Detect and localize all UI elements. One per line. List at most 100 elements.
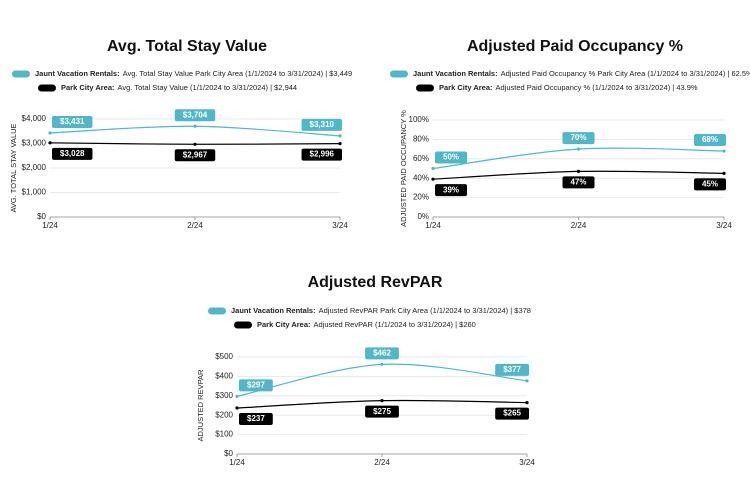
value-label-box (365, 347, 399, 360)
chart-title: Adjusted RevPAR (308, 274, 443, 291)
value-label-box (239, 379, 273, 392)
legend-swatch (208, 307, 226, 315)
value-label: $462 (373, 348, 391, 357)
data-point (722, 171, 726, 175)
y-tick-label: $1,000 (22, 188, 47, 197)
data-point (431, 166, 435, 171)
data-point (235, 406, 239, 410)
x-tick-label: 3/24 (716, 221, 732, 230)
data-point (576, 169, 581, 174)
legend-text: Adjusted Paid Occupancy % (1/1/2024 to 3… (496, 83, 698, 92)
legend-name: Jaunt Vacation Rentals: (413, 69, 498, 78)
legend-text: Adjusted RevPAR Park City Area (1/1/2024… (319, 306, 531, 315)
y-tick-label: 100% (409, 115, 429, 124)
y-axis-label: ADJUSTED REVPAR (196, 369, 205, 442)
legend-swatch (390, 70, 408, 78)
data-point (431, 177, 435, 181)
value-label: $3,028 (60, 149, 85, 158)
value-label-box (693, 178, 726, 191)
x-tick-label: 3/24 (519, 458, 535, 467)
chart-title: Avg. Total Stay Value (107, 38, 267, 55)
data-point (235, 394, 239, 398)
value-label-box (365, 405, 399, 418)
data-point (48, 131, 52, 135)
value-label-box (562, 132, 595, 145)
legend-name: Jaunt Vacation Rentals: (35, 69, 120, 78)
value-label-box (693, 134, 726, 147)
y-tick-label: $4,000 (22, 114, 47, 123)
value-label: 70% (570, 133, 586, 142)
value-label-box (52, 147, 93, 160)
value-label: 47% (570, 178, 586, 187)
x-tick-label: 2/24 (571, 221, 587, 230)
legend-entry: Jaunt Vacation Rentals: Avg. Total Stay V… (35, 69, 352, 78)
legend-name: Park City Area: (439, 83, 493, 92)
legend-entry: Jaunt Vacation Rentals: Adjusted Paid Occ… (413, 69, 750, 78)
y-tick-label: $200 (215, 410, 233, 419)
data-point (525, 379, 529, 383)
legend-name: Park City Area: (257, 320, 311, 329)
y-tick-label: $400 (215, 372, 233, 381)
y-axis-label: ADJUSTED PAID OCCUPANCY % (399, 110, 408, 227)
x-tick-label: 3/24 (332, 221, 348, 230)
legend-entry: Park City Area: Adjusted Paid Occupancy %… (439, 83, 698, 92)
chart: Adjusted Paid Occupancy % Jaunt Vacation … (390, 38, 750, 230)
data-point (338, 141, 342, 146)
legend-swatch (234, 321, 252, 329)
legend-name: Jaunt Vacation Rentals: (231, 306, 316, 315)
data-point (193, 124, 197, 128)
value-label: $377 (503, 365, 521, 374)
value-label: $3,310 (310, 120, 335, 129)
value-label: $275 (373, 407, 391, 416)
x-tick-label: 1/24 (42, 221, 58, 230)
value-label-box (495, 407, 529, 420)
y-tick-label: 40% (413, 173, 429, 182)
value-label-box (301, 118, 342, 131)
y-tick-label: $0 (37, 212, 46, 221)
legend-swatch (416, 84, 434, 92)
data-point (380, 362, 384, 366)
y-tick-label: $3,000 (22, 139, 47, 148)
legend-entry: Park City Area: Adjusted RevPAR (1/1/2024… (257, 320, 476, 329)
data-point (338, 134, 342, 138)
legend-swatch (12, 70, 30, 78)
legend-entry: Park City Area: Avg. Total Stay Value (1/… (61, 83, 297, 92)
y-tick-label: 20% (413, 193, 429, 202)
data-point (48, 141, 52, 145)
series-line (432, 147, 725, 170)
y-tick-label: $100 (215, 430, 233, 439)
value-label-box (174, 149, 216, 162)
x-tick-label: 2/24 (374, 458, 390, 467)
value-label-box (435, 151, 468, 164)
legend-text: Avg. Total Stay Value Park City Area (1/… (123, 69, 353, 78)
data-point (525, 400, 529, 405)
value-label-box (435, 184, 468, 197)
value-label-box (495, 363, 529, 376)
x-tick-label: 1/24 (425, 221, 441, 230)
legend-text: Avg. Total Stay Value (1/1/2024 to 3/31/… (118, 83, 298, 92)
value-label-box (174, 109, 216, 122)
legend-text: Adjusted Paid Occupancy % Park City Area… (501, 69, 750, 78)
value-label-box (301, 148, 342, 161)
value-label: $297 (247, 380, 265, 389)
y-tick-label: 80% (413, 135, 429, 144)
value-label: $2,967 (183, 150, 208, 159)
data-point (193, 142, 197, 146)
y-tick-label: $0 (224, 449, 233, 458)
value-label: 39% (443, 185, 459, 194)
legend-swatch (38, 84, 56, 92)
legend-text: Adjusted RevPAR (1/1/2024 to 3/31/2024) … (314, 320, 476, 329)
y-axis-label: AVG. TOTAL STAY VALUE (9, 123, 18, 212)
x-tick-label: 2/24 (187, 221, 203, 230)
value-label: 68% (702, 135, 718, 144)
value-label-box (52, 115, 93, 128)
y-tick-label: 0% (417, 212, 429, 221)
legend-name: Park City Area: (61, 83, 115, 92)
value-label-box (562, 176, 595, 189)
value-label-box (239, 413, 273, 426)
legend-entry: Jaunt Vacation Rentals: Adjusted RevPAR P… (231, 306, 531, 315)
value-label: $3,431 (60, 117, 85, 126)
y-tick-label: 60% (413, 154, 429, 163)
